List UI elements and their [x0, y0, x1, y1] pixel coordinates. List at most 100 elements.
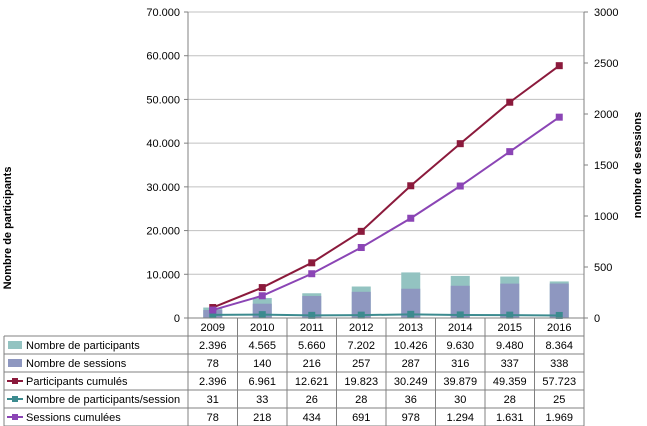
point-participants-cumules	[456, 140, 464, 148]
legend-key	[12, 396, 18, 402]
table-year-header: 2016	[547, 322, 571, 334]
y-right-tick-label: 500	[594, 262, 612, 274]
table-row-label: Nombre de sessions	[26, 358, 127, 370]
y-left-tick-label: 50.000	[146, 94, 180, 106]
bar-nombre-de-sessions	[351, 291, 371, 318]
table-cell: 39.879	[443, 376, 477, 388]
legend-key	[8, 341, 22, 349]
data-table: 2009 2010 2011 2012 2013 2014 2015 2016 Nombre d…	[3, 318, 585, 426]
table-cell: 19.823	[344, 376, 378, 388]
table-row-label: Nombre de participants/session	[26, 394, 180, 406]
table-cell: 12.621	[295, 376, 329, 388]
table-year-header: 2012	[349, 322, 373, 334]
bar-nombre-de-sessions	[302, 295, 322, 318]
table-cell: 36	[405, 394, 417, 406]
axes: 0 10.000 20.000 30.000 40.000 50.000 60.000 70.…	[146, 7, 618, 325]
y-left-tick-label: 70.000	[146, 7, 180, 19]
table-cell: 434	[303, 412, 321, 424]
table-cell: 338	[550, 358, 568, 370]
table-cell: 8.364	[545, 340, 573, 352]
line-series	[209, 62, 563, 319]
point-sessions-cumulees	[555, 113, 563, 121]
y-left-tick-label: 40.000	[146, 138, 180, 150]
table-cell: 140	[253, 358, 271, 370]
table-cell: 337	[501, 358, 519, 370]
table-cell: 6.961	[248, 376, 276, 388]
table-cell: 49.359	[493, 376, 527, 388]
bar-nombre-de-sessions	[450, 285, 470, 318]
table-cell: 216	[303, 358, 321, 370]
y-right-tick-label: 1500	[594, 160, 618, 172]
bar-nombre-de-sessions	[549, 283, 569, 318]
table-cell: 5.660	[298, 340, 326, 352]
point-participants-cumules	[555, 62, 563, 70]
table-cell: 4.565	[248, 340, 276, 352]
table-cell: 691	[352, 412, 370, 424]
table-cell: 26	[306, 394, 318, 406]
legend-key	[8, 359, 22, 367]
point-participants-cumules	[308, 259, 316, 267]
point-sessions-cumulees	[407, 214, 415, 222]
bar-nombre-de-sessions	[500, 283, 520, 318]
point-sessions-cumulees	[357, 244, 365, 252]
table-year-header: 2015	[498, 322, 522, 334]
table-row-label: Participants cumulés	[26, 376, 128, 388]
table-cell: 10.426	[394, 340, 428, 352]
table-cell: 28	[355, 394, 367, 406]
point-sessions-cumulees	[506, 148, 514, 156]
point-participants-per-session	[308, 311, 316, 319]
y-right-tick-label: 1000	[594, 211, 618, 223]
legend-key	[12, 414, 18, 420]
table-year-header: 2011	[300, 322, 324, 334]
bar-nombre-de-sessions	[401, 288, 421, 318]
y-axis-left-title: Nombre de participants	[2, 167, 14, 290]
table-cell: 31	[207, 394, 219, 406]
table-cell: 287	[402, 358, 420, 370]
legend-key	[12, 378, 18, 384]
point-participants-cumules	[258, 284, 266, 292]
table-cell: 1.969	[545, 412, 573, 424]
point-participants-per-session	[209, 311, 217, 319]
y-right-tick-label: 0	[594, 313, 600, 325]
line-participants-cumules	[212, 64, 560, 309]
table-cell: 33	[256, 394, 268, 406]
table-cell: 7.202	[347, 340, 375, 352]
y-left-tick-label: 0	[174, 313, 180, 325]
point-participants-per-session	[357, 311, 365, 319]
y-right-tick-label: 2500	[594, 58, 618, 70]
point-participants-per-session	[407, 310, 415, 318]
point-participants-cumules	[506, 98, 514, 106]
table-cell: 2.396	[199, 376, 227, 388]
point-participants-cumules	[407, 182, 415, 190]
table-cell: 1.294	[446, 412, 474, 424]
table-cell: 28	[504, 394, 516, 406]
table-cell: 57.723	[542, 376, 576, 388]
table-year-header: 2014	[448, 322, 472, 334]
y-right-tick-label: 2000	[594, 109, 618, 121]
table-cell: 257	[352, 358, 370, 370]
point-sessions-cumulees	[209, 306, 217, 314]
point-participants-per-session	[555, 311, 563, 319]
table-row-label: Sessions cumulées	[26, 412, 121, 424]
table-cell: 1.631	[496, 412, 524, 424]
table-cell: 2.396	[199, 340, 227, 352]
bar-series	[203, 272, 569, 318]
line-participants-per-session	[212, 313, 560, 317]
point-participants-cumules	[357, 227, 365, 235]
table-row-label: Nombre de participants	[26, 340, 140, 352]
table-cell: 25	[553, 394, 565, 406]
y-left-tick-label: 60.000	[146, 51, 180, 63]
point-participants-per-session	[456, 311, 464, 319]
table-cell: 218	[253, 412, 271, 424]
point-sessions-cumulees	[456, 182, 464, 190]
table-year-header: 2009	[201, 322, 225, 334]
table-year-header: 2010	[250, 322, 274, 334]
table-year-header: 2013	[399, 322, 423, 334]
point-sessions-cumulees	[258, 292, 266, 300]
y-left-tick-label: 30.000	[146, 182, 180, 194]
y-left-tick-label: 10.000	[146, 269, 180, 281]
point-sessions-cumulees	[308, 270, 316, 278]
table-cell: 978	[402, 412, 420, 424]
gridlines	[188, 11, 584, 319]
